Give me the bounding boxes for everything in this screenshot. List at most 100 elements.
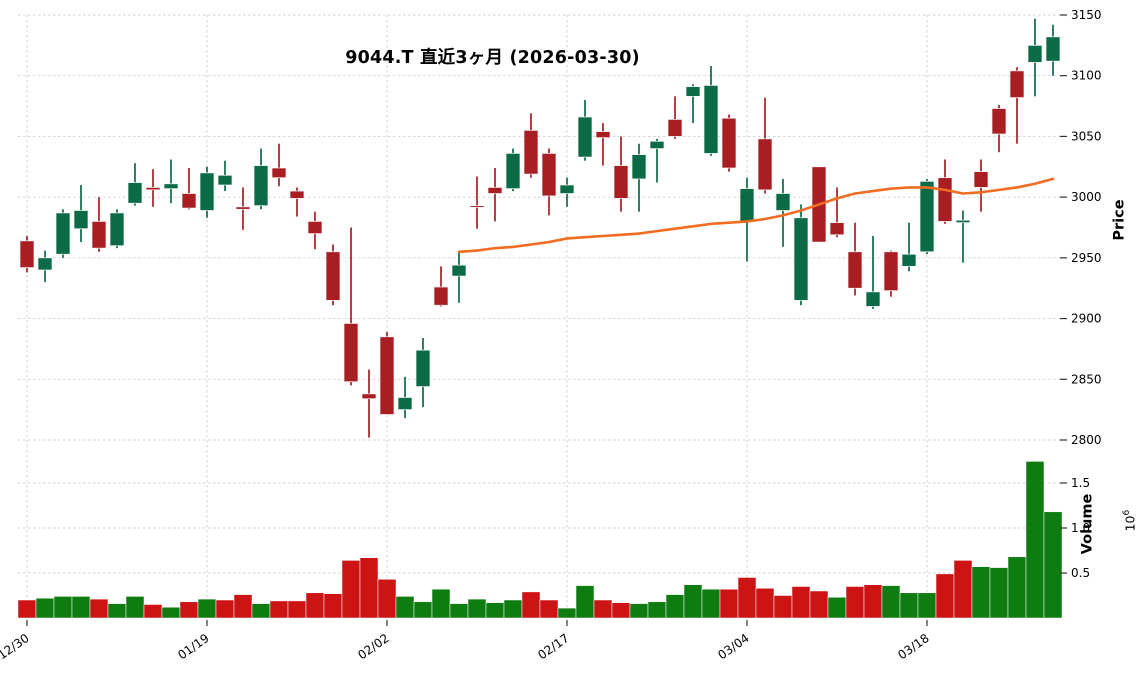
candle-body (793, 217, 809, 301)
volume-bar (683, 584, 703, 619)
price-tick-label: 2850 (1071, 372, 1102, 386)
volume-bar (917, 592, 937, 619)
candle-body (163, 183, 179, 189)
volume-bar (863, 584, 883, 619)
price-tick-label: 3100 (1071, 69, 1102, 83)
volume-bar (395, 596, 415, 619)
candle-body (505, 153, 521, 189)
volume-bar (755, 588, 775, 619)
date-tick-label: 01/19 (175, 631, 211, 662)
candle-body (865, 291, 881, 307)
candle-body (775, 193, 791, 211)
candle-body (1009, 70, 1025, 98)
date-tick-label: 03/18 (895, 631, 931, 662)
volume-bar (467, 598, 487, 619)
volume-bar (773, 595, 793, 619)
volume-bar (269, 600, 289, 619)
date-tick-label: 02/02 (355, 631, 391, 662)
volume-bar (539, 599, 559, 619)
volume-bar (341, 560, 361, 619)
volume-bar (377, 579, 397, 619)
candle-body (127, 182, 143, 204)
volume-bar (665, 594, 685, 619)
candle-body (595, 131, 611, 138)
volume-bar (611, 602, 631, 619)
volume-bar (827, 597, 847, 619)
volume-bar (881, 585, 901, 619)
volume-bar (1043, 511, 1063, 619)
date-tick-label: 12/30 (0, 631, 32, 662)
candle-body (343, 323, 359, 383)
volume-bar (899, 592, 919, 619)
candle-body (37, 257, 53, 271)
candle-body (685, 86, 701, 97)
volume-bar (989, 567, 1009, 619)
volume-bar (557, 607, 577, 619)
candle-body (901, 253, 917, 267)
date-tick-label: 03/04 (715, 631, 751, 662)
candle-body (559, 184, 575, 194)
candle-body (55, 212, 71, 255)
volume-bar (971, 566, 991, 619)
price-tick-label: 3000 (1071, 190, 1102, 204)
candle-body (523, 130, 539, 175)
candle-body (307, 221, 323, 234)
volume-tick-label: 1.0 (1071, 521, 1090, 535)
candle-body (181, 193, 197, 209)
volume-bar (431, 588, 451, 619)
volume-bar (1007, 556, 1027, 619)
date-tick-label: 02/17 (535, 631, 571, 662)
candle-body (649, 140, 665, 149)
candle-body (289, 190, 305, 199)
volume-bar (89, 598, 109, 619)
volume-bar (71, 596, 91, 619)
volume-bar (143, 604, 163, 619)
candle-body (541, 153, 557, 197)
volume-bar (359, 557, 379, 619)
candle-body (757, 138, 773, 191)
volume-bar (593, 599, 613, 619)
price-tick-label: 3050 (1071, 129, 1102, 143)
candle-body (487, 187, 503, 194)
volume-bar (791, 586, 811, 619)
volume-bar (107, 603, 127, 619)
price-tick-label: 3150 (1071, 8, 1102, 22)
candle-body (397, 397, 413, 410)
candle-body (721, 117, 737, 169)
price-tick-label: 2950 (1071, 251, 1102, 265)
volume-bar (35, 597, 55, 619)
volume-bar (935, 573, 955, 619)
candle-body (379, 336, 395, 415)
volume-bar (953, 560, 973, 619)
moving-average-line (457, 177, 1055, 254)
candle-body (469, 205, 485, 208)
volume-axis-unit: 106 (1122, 509, 1138, 532)
chart-title: 9044.T 直近3ヶ月 (2026-03-30) (345, 48, 640, 68)
candle-body (919, 181, 935, 253)
volume-bar (197, 598, 217, 619)
candle-body (217, 174, 233, 186)
candle-body (937, 177, 953, 222)
candle-body (847, 251, 863, 289)
volume-bar (737, 577, 757, 619)
candle-body (109, 212, 125, 247)
candle-body (829, 222, 845, 236)
price-tick-label: 2800 (1071, 433, 1102, 447)
candle-body (991, 108, 1007, 135)
candle-body (235, 206, 251, 210)
candle-body (613, 165, 629, 199)
volume-bar (125, 596, 145, 619)
candle-body (253, 165, 269, 206)
candle-body (325, 251, 341, 301)
volume-bar (575, 585, 595, 619)
candle-body (73, 210, 89, 230)
volume-bar (323, 593, 343, 619)
volume-bar (1025, 461, 1045, 619)
volume-tick-label: 1.5 (1071, 476, 1090, 490)
candle-body (703, 85, 719, 154)
volume-bar (809, 590, 829, 619)
volume-bar (719, 588, 739, 619)
volume-bar (503, 599, 523, 619)
volume-bar (701, 588, 721, 619)
